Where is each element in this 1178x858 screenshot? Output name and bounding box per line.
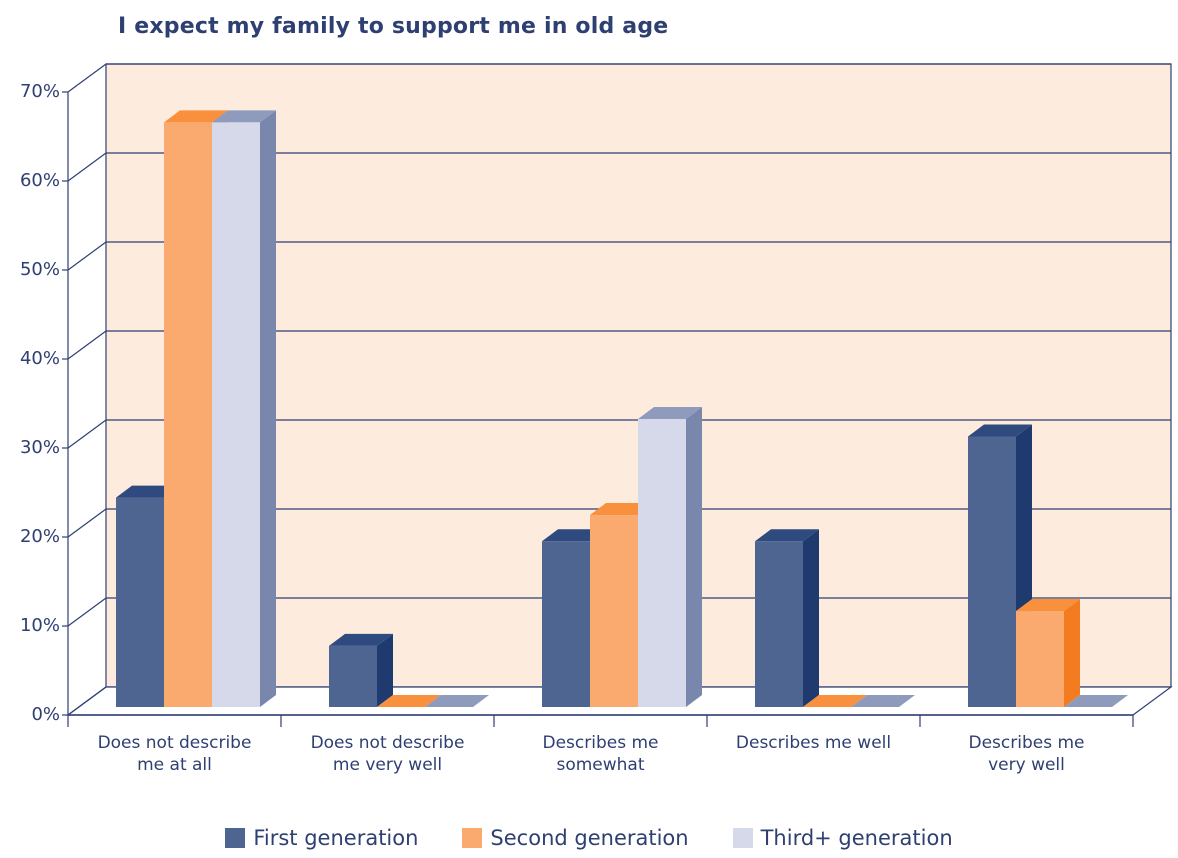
legend-swatch-second-generation bbox=[462, 828, 483, 848]
gridline-side-2 bbox=[67, 508, 107, 538]
bar-front-0-1 bbox=[329, 645, 377, 707]
y-tick-label: 50% bbox=[19, 259, 60, 280]
bar-top-0-1 bbox=[329, 633, 393, 646]
legend-swatch-first-generation bbox=[225, 828, 246, 848]
x-category-label: Describes me well bbox=[735, 733, 892, 753]
legend: First generation Second generation Third… bbox=[0, 826, 1178, 850]
bar-top-0-4 bbox=[968, 424, 1032, 437]
bar-front-1-0 bbox=[164, 122, 212, 707]
bar-0-3 bbox=[755, 529, 819, 707]
bar-front-0-2 bbox=[542, 541, 590, 707]
x-category-label: Describes me somewhat bbox=[542, 733, 659, 775]
bar-side-0-3 bbox=[803, 529, 819, 707]
bars bbox=[116, 110, 1128, 707]
x-category-label: Does not describe me at all bbox=[97, 733, 252, 775]
bar-front-0-0 bbox=[116, 497, 164, 707]
y-tick-label: 10% bbox=[19, 615, 60, 636]
bar-2-0 bbox=[212, 110, 276, 707]
bar-top-2-2 bbox=[638, 407, 702, 420]
bar-2-4 bbox=[1064, 695, 1128, 707]
y-tick-label: 60% bbox=[19, 170, 60, 191]
bar-0-1 bbox=[329, 633, 393, 707]
bar-front-0-4 bbox=[968, 436, 1016, 707]
legend-item-second-generation: Second generation bbox=[462, 826, 689, 850]
bar-top-2-4 bbox=[1064, 695, 1128, 707]
gridline-side-6 bbox=[67, 152, 107, 182]
gridline-side-1 bbox=[67, 597, 107, 627]
x-category-label: Describes me very well bbox=[968, 733, 1085, 775]
bar-top-2-1 bbox=[425, 695, 489, 707]
y-tick-label: 30% bbox=[19, 437, 60, 458]
bar-side-1-4 bbox=[1064, 599, 1080, 707]
legend-swatch-third-generation bbox=[732, 828, 753, 848]
bar-2-1 bbox=[425, 695, 489, 707]
bar-front-0-3 bbox=[755, 541, 803, 707]
bar-2-3 bbox=[851, 695, 915, 707]
bar-side-0-1 bbox=[377, 633, 393, 707]
bar-front-1-2 bbox=[590, 515, 638, 707]
y-tick-label: 40% bbox=[19, 348, 60, 369]
legend-item-third-generation: Third+ generation bbox=[732, 826, 953, 850]
bar-top-2-3 bbox=[851, 695, 915, 707]
bar-side-2-2 bbox=[686, 407, 702, 707]
bar-top-1-0 bbox=[164, 110, 228, 123]
bar-top-1-3 bbox=[803, 695, 867, 707]
legend-label-first-generation: First generation bbox=[253, 826, 419, 850]
bar-side-2-0 bbox=[260, 110, 276, 707]
bar-front-2-2 bbox=[638, 419, 686, 707]
bar-top-1-4 bbox=[1016, 599, 1080, 612]
y-tick-label: 70% bbox=[19, 81, 60, 102]
bar-top-2-0 bbox=[212, 110, 276, 123]
x-axis bbox=[67, 714, 1134, 727]
gridline-side-7 bbox=[67, 63, 107, 93]
legend-label-third-generation: Third+ generation bbox=[760, 826, 953, 850]
legend-label-second-generation: Second generation bbox=[490, 826, 689, 850]
chart-title: I expect my family to support me in old … bbox=[118, 14, 669, 39]
bar-1-1 bbox=[377, 695, 441, 707]
x-category-label: Does not describe me very well bbox=[310, 733, 465, 775]
gridline-side-4 bbox=[67, 330, 107, 360]
gridline-side-5 bbox=[67, 241, 107, 271]
bar-2-2 bbox=[638, 407, 702, 707]
bar-1-4 bbox=[1016, 599, 1080, 707]
bar-front-1-4 bbox=[1016, 611, 1064, 707]
y-tick-label: 20% bbox=[19, 526, 60, 547]
legend-item-first-generation: First generation bbox=[225, 826, 418, 850]
bar-top-0-3 bbox=[755, 529, 819, 542]
gridline-side-0 bbox=[67, 686, 107, 716]
bar-front-2-0 bbox=[212, 122, 260, 707]
y-tick-label: 0% bbox=[31, 704, 60, 725]
gridline-side-3 bbox=[67, 419, 107, 449]
bar-top-1-1 bbox=[377, 695, 441, 707]
bar-1-3 bbox=[803, 695, 867, 707]
